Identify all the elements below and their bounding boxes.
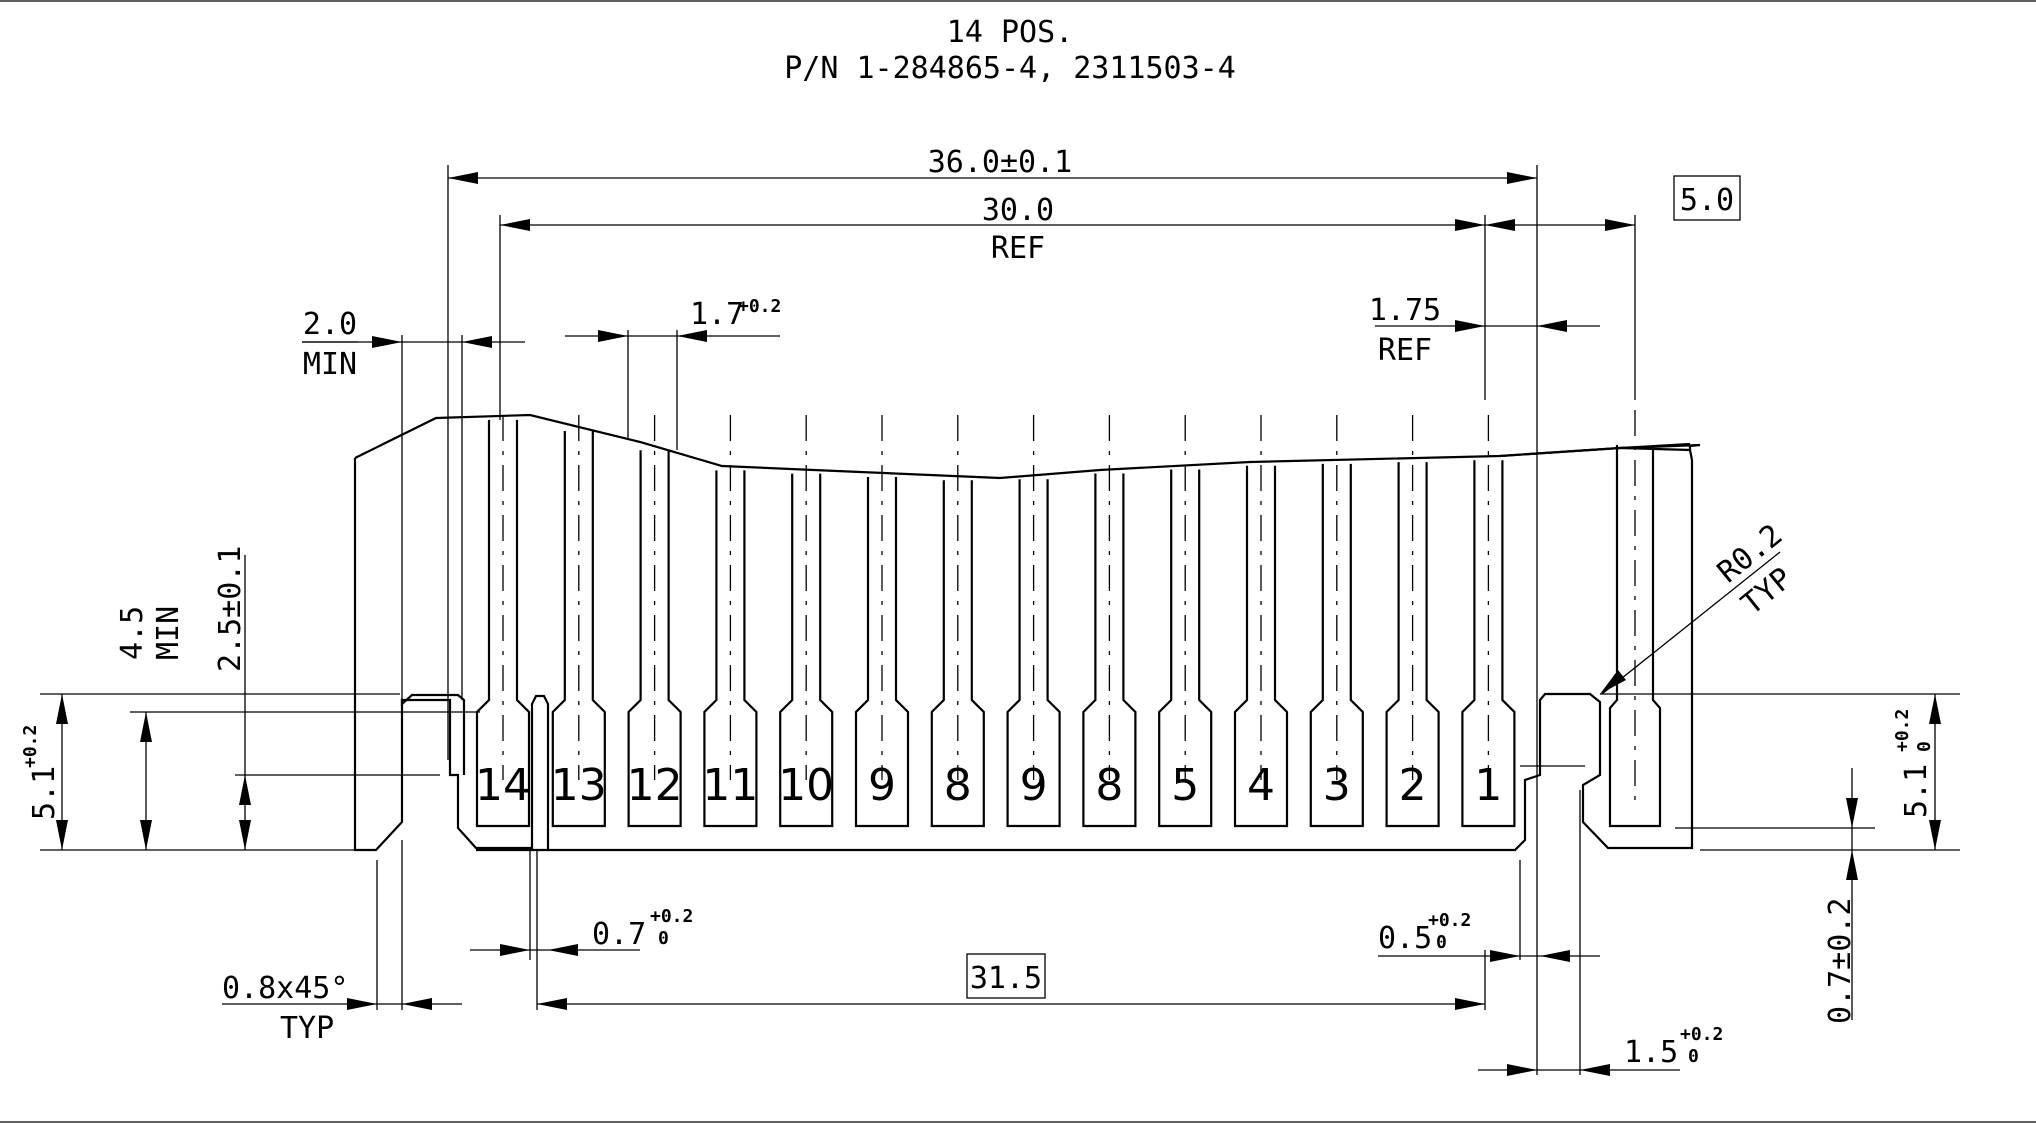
terminal-cavity [1461,460,1516,828]
terminal-cavity [627,450,682,828]
dim-slot-b-tol-minus: 0 [1436,932,1447,953]
pin-label-group: 14 13 12 11 10 9 8 9 8 5 4 3 2 1 [475,760,1502,811]
terminal-cavity [930,480,985,828]
body-top-edge [354,413,1701,480]
dim-slot-a-text: 0.7 [592,917,646,952]
dim-slot-a-tol-minus: 0 [658,928,669,949]
extension-lines [40,165,1960,1075]
dim-box-top-text: 5.0 [1680,183,1734,218]
pin-label: 4 [1247,760,1275,811]
dim-slot-a: 0.7 +0.2 0 [470,906,693,956]
connector-body [353,413,1701,852]
title-line-1: 14 POS. [947,15,1073,50]
terminal-cavity [703,470,758,828]
dim-end-gap-note: MIN [303,347,357,382]
dim-chamfer: 0.8x45° TYP [222,971,462,1046]
dim-slot-b-tol-plus: +0.2 [1428,910,1471,931]
body-left-end [353,458,533,852]
pin-label: 14 [475,760,531,811]
dim-bottom-step-text: 0.7±0.2 [1823,898,1858,1024]
pin-label: 10 [778,760,834,811]
dim-left-height-text: 5.1 [27,766,62,820]
dim-pitch-tol: +0.2 [738,296,781,317]
dim-left-height-tol: +0.2 [20,725,41,768]
dim-right-height: 5.1 +0.2 0 [1892,694,1941,850]
terminal-cavity [1158,469,1213,828]
end-cavity [1608,410,1662,828]
dim-box-bottom: 31.5 [537,953,1485,1010]
terminal-cavity [1082,473,1137,828]
pin-label: 1 [1474,760,1502,811]
title-line-2: P/N 1-284865-4, 2311503-4 [784,51,1236,86]
pin-label: 8 [944,760,972,811]
left-slot-post [530,694,550,850]
dim-key-width-text: 1.5 [1624,1035,1678,1070]
terminal-cavity [1309,463,1364,828]
dim-chamfer-note: TYP [280,1011,334,1046]
pin-label: 8 [1095,760,1123,811]
dim-overall: 36.0±0.1 [448,145,1537,184]
dim-end-gap-text: 2.0 [303,307,357,342]
terminal-cavity [779,473,834,828]
dim-pitch-text: 1.7 [690,297,744,332]
left-key-block [400,693,466,775]
dim-end-gap: 2.0 MIN [302,307,525,382]
dim-depth: 2.5±0.1 [213,546,251,850]
dim-right-height-tol-plus: +0.2 [1892,709,1913,752]
dim-right-height-text: 5.1 [1899,764,1934,818]
pin-label: 12 [627,760,683,811]
body-bottom-edge [476,460,1694,852]
terminal-group [475,415,1516,828]
dim-chamfer-text: 0.8x45° [222,971,348,1006]
dim-box-top: 5.0 [1485,175,1741,231]
dim-depth-min: 4.5 MIN [115,606,186,850]
dim-ref-span: 30.0 REF [500,193,1485,266]
dim-slot-a-tol-plus: +0.2 [650,906,693,927]
dim-pitch: 1.7 +0.2 [565,296,781,342]
terminal-cavity [1233,465,1289,828]
pin-label: 9 [868,760,896,811]
terminal-cavity [551,430,606,828]
dim-box-bottom-text: 31.5 [970,961,1042,996]
dim-depth-min-note: MIN [151,606,186,660]
pin-label: 2 [1399,760,1427,811]
pin-label: 9 [1020,760,1048,811]
terminal-cavity [475,419,531,828]
dim-depth-text: 2.5±0.1 [213,546,248,672]
terminal-cavity [854,476,910,828]
terminal-cavity [1006,479,1061,828]
dim-end-offset-text: 1.75 [1369,293,1441,328]
dim-overall-text: 36.0±0.1 [928,145,1073,180]
dim-key-width-tol-minus: 0 [1688,1046,1699,1067]
dim-left-height: 5.1 +0.2 [20,694,68,850]
body-right-end [1619,446,1694,461]
dim-right-height-tol-minus: 0 [1914,741,1935,752]
pin-label: 13 [551,760,607,811]
dim-key-width-tol-plus: +0.2 [1680,1024,1723,1045]
terminal-cavity [1385,462,1440,828]
dim-slot-b-text: 0.5 [1378,921,1432,956]
dim-slot-b: 0.5 +0.2 0 [1378,910,1600,962]
dim-end-offset: 1.75 REF [1369,293,1600,368]
dim-depth-min-text: 4.5 [115,606,150,660]
dim-radius: R0.2 TYP [1600,518,1799,695]
pin-label: 11 [702,760,758,811]
dim-end-offset-note: REF [1378,333,1432,368]
dim-ref-span-text: 30.0 [982,193,1054,228]
pin-label: 5 [1171,760,1199,811]
dim-key-width: 1.5 +0.2 0 [1478,1024,1723,1076]
pin-label: 3 [1323,760,1351,811]
dim-ref-span-note: REF [991,231,1045,266]
dim-bottom-step: 0.7±0.2 [1823,768,1858,1024]
